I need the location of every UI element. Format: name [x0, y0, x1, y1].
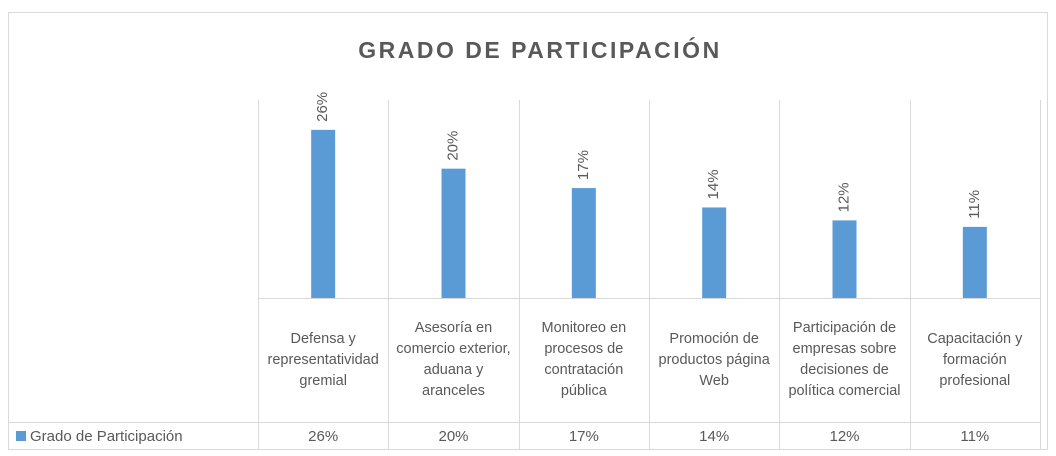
data-label: 12%: [835, 182, 852, 212]
x-tick-label: Defensa y representatividad gremial: [267, 330, 379, 389]
x-tick-label: Capacitación y formación profesional: [927, 330, 1023, 389]
table-value: 14%: [699, 428, 729, 445]
data-label: 26%: [314, 92, 331, 122]
table-value: 11%: [960, 428, 989, 445]
bar: [571, 188, 596, 298]
x-tick-label: Promoción de productos página Web: [658, 330, 770, 389]
bar: [441, 168, 466, 298]
bar: [311, 129, 336, 298]
legend-swatch: [16, 431, 26, 441]
bar: [832, 220, 857, 298]
x-tick-label: Asesoría en comercio exterior, aduana y …: [396, 320, 511, 399]
table-value: 26%: [308, 428, 338, 445]
chart-title: GRADO DE PARTICIPACIÓN: [358, 36, 721, 63]
bar: [702, 207, 727, 298]
data-label: 20%: [444, 131, 461, 161]
table-value: 12%: [829, 428, 859, 445]
table-value: 17%: [569, 428, 599, 445]
chart-border: [8, 12, 1048, 450]
data-label: 11%: [966, 190, 983, 219]
x-tick-label: Monitoreo en procesos de contratación pú…: [541, 320, 627, 399]
bar: [962, 226, 987, 298]
table-value: 20%: [438, 428, 468, 445]
legend-label: Grado de Participación: [30, 428, 183, 445]
data-label: 14%: [705, 169, 722, 199]
data-label: 17%: [575, 150, 592, 180]
x-tick-label: Participación de empresas sobre decision…: [788, 320, 901, 399]
